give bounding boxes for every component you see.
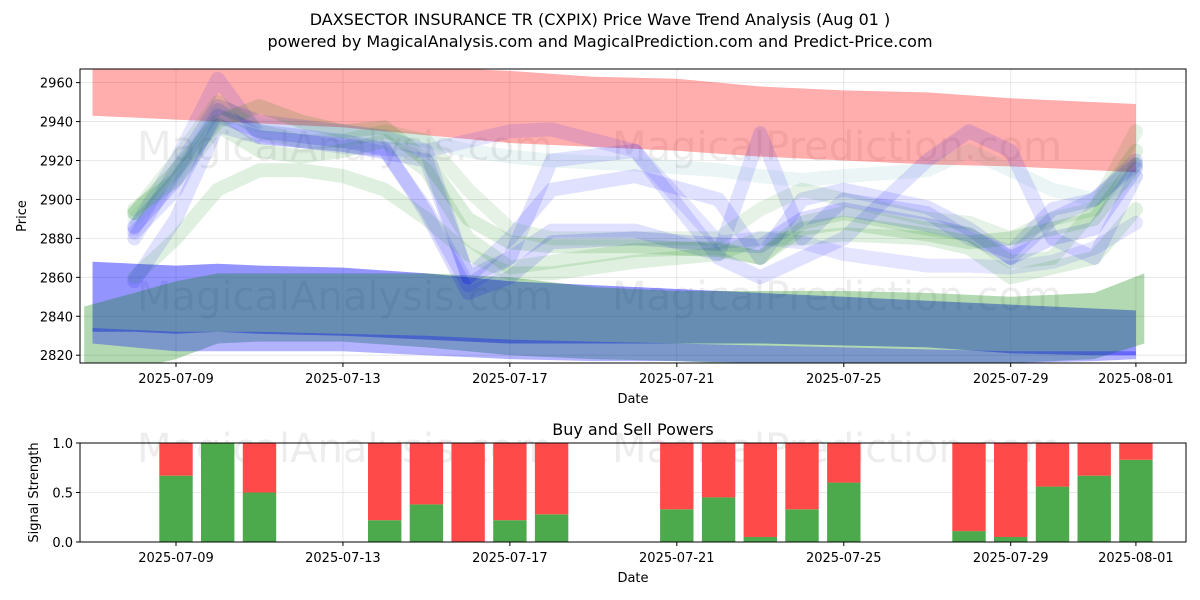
x-tick-label: 2025-07-17: [472, 372, 548, 387]
chart-title-line1: DAXSECTOR INSURANCE TR (CXPIX) Price Wav…: [310, 10, 891, 29]
sell-bar: [451, 443, 485, 542]
sell-bar: [242, 443, 277, 493]
y-axis-label: Price: [15, 200, 30, 232]
x-tick-label: 2025-07-29: [973, 551, 1049, 566]
sell-bar: [952, 443, 986, 532]
buy-bar: [159, 475, 193, 542]
sell-bar: [368, 443, 402, 521]
price-plot-area: MagicalAnalysis.com MagicalPrediction.com…: [84, 69, 1145, 363]
blue-wave-5: [127, 71, 1143, 275]
buy-bar: [493, 520, 527, 542]
x-tick-label: 2025-07-17: [472, 551, 548, 566]
buy-bar: [827, 482, 861, 542]
y-tick-label: 2840: [40, 310, 73, 325]
y-tick-label: 2960: [40, 77, 73, 92]
x-tick-label: 2025-08-01: [1098, 372, 1174, 387]
sell-bar: [994, 443, 1028, 537]
x-tick-label: 2025-08-01: [1098, 551, 1174, 566]
buy-bar: [701, 497, 736, 542]
buy-bar: [994, 537, 1028, 542]
watermark-analysis: MagicalAnalysis.com: [137, 124, 553, 170]
blue-lower-band: [92, 261, 1136, 356]
sell-bar: [1119, 443, 1153, 460]
y-tick-label: 2880: [40, 232, 73, 247]
buy-bar: [368, 520, 402, 542]
x-tick-label: 2025-07-13: [305, 372, 381, 387]
buy-bar: [660, 509, 694, 542]
buy-sell-panel: Buy and Sell PowersMagicalAnalysis.comMa…: [27, 420, 1187, 586]
sell-bar: [1077, 443, 1111, 476]
x-tick-label: 2025-07-09: [138, 372, 214, 387]
y-tick-label: 0.0: [52, 536, 73, 551]
blue-wave-4: [127, 99, 1143, 285]
x-tick-label: 2025-07-21: [639, 372, 715, 387]
y-tick-label: 2900: [40, 193, 73, 208]
sell-bar: [1035, 443, 1070, 487]
sell-bar: [660, 443, 694, 510]
x-axis-label: Date: [617, 571, 648, 586]
y-tick-label: 2820: [40, 349, 73, 364]
x-tick-label: 2025-07-25: [806, 551, 882, 566]
watermark-analysis: MagicalAnalysis.com: [137, 426, 553, 472]
buy-bar: [952, 531, 986, 542]
x-tick-label: 2025-07-29: [973, 372, 1049, 387]
sell-bar: [701, 443, 736, 498]
y-tick-label: 2920: [40, 155, 73, 170]
sell-bar: [493, 443, 527, 521]
sell-bar: [409, 443, 444, 505]
blue-wave-3: [127, 118, 1143, 289]
sell-bar: [534, 443, 569, 515]
y-axis-label: Signal Strength: [27, 442, 42, 542]
green-wave-1: [127, 99, 1143, 265]
green-wave-4: [127, 95, 1143, 246]
green-wave-3: [127, 163, 1143, 285]
blue-wave-1: [127, 108, 1143, 300]
chart-title-line2: powered by MagicalAnalysis.com and Magic…: [267, 32, 932, 51]
x-tick-label: 2025-07-09: [138, 551, 214, 566]
buy-bar: [1119, 459, 1153, 542]
watermark-prediction: MagicalPrediction.com: [612, 124, 1062, 170]
y-tick-label: 1.0: [52, 437, 73, 452]
buy-bar: [1035, 486, 1070, 542]
blue-lower-band-tail: [92, 328, 1136, 363]
buy-sell-title: Buy and Sell Powers: [552, 420, 714, 439]
buy-bar: [242, 492, 277, 542]
buy-bar: [409, 504, 444, 542]
sell-bar: [827, 443, 861, 483]
watermark-prediction: MagicalPrediction.com: [612, 274, 1062, 320]
y-tick-label: 0.5: [52, 487, 73, 502]
buy-bar: [743, 537, 777, 542]
buy-bar: [534, 514, 569, 542]
x-tick-label: 2025-07-13: [305, 551, 381, 566]
x-tick-label: 2025-07-21: [639, 551, 715, 566]
sell-bar: [785, 443, 819, 510]
buy-bar: [1077, 475, 1111, 542]
price-axes-frame: [79, 68, 1187, 364]
x-axis-label: Date: [617, 392, 648, 407]
red-upper-band: [92, 69, 1136, 173]
y-tick-label: 2860: [40, 271, 73, 286]
blue-wave-2: [127, 102, 1143, 293]
gray-wave-1: [127, 104, 1143, 226]
x-tick-label: 2025-07-25: [806, 372, 882, 387]
sell-bar: [159, 443, 193, 476]
price-wave-panel: MagicalAnalysis.com MagicalPrediction.com…: [15, 68, 1187, 407]
y-tick-label: 2940: [40, 116, 73, 131]
buy-bar: [201, 443, 235, 542]
sell-bar: [743, 443, 777, 537]
green-lower-band: [84, 273, 1145, 363]
watermark-analysis: MagicalAnalysis.com: [137, 274, 553, 320]
green-wave-2: [127, 118, 1143, 275]
buy-bar: [785, 509, 819, 542]
